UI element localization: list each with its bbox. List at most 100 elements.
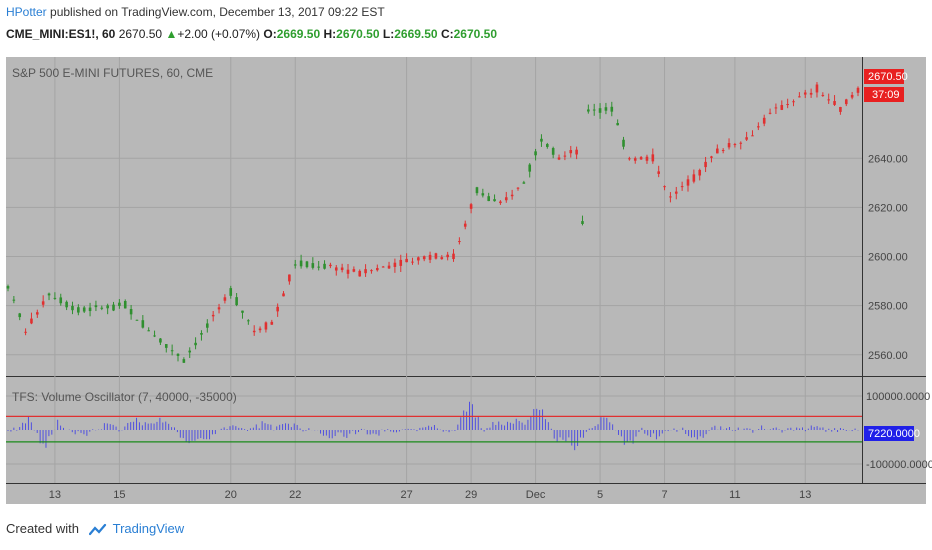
candle-body xyxy=(463,223,467,227)
last-price: 2670.50 xyxy=(118,27,163,41)
candle-body xyxy=(557,157,561,160)
candle-body xyxy=(247,320,250,322)
candle-body xyxy=(393,262,397,267)
symbol-header: CME_MINI:ES1!, 60 2670.50 ▲+2.00 (+0.07%… xyxy=(6,27,497,41)
candle-body xyxy=(170,350,174,352)
candle-body xyxy=(188,350,192,353)
candle-body xyxy=(534,151,537,156)
time-tick-label: Dec xyxy=(526,489,546,501)
candle-body xyxy=(733,144,737,146)
candle-body xyxy=(147,330,150,332)
candle-body xyxy=(405,258,408,263)
candle-body xyxy=(745,137,748,140)
candle-body xyxy=(698,169,702,176)
created-with-text: Created with xyxy=(6,521,79,536)
candle-body xyxy=(194,342,197,346)
candle-body xyxy=(282,293,285,297)
candle-body xyxy=(592,109,596,111)
candle-body xyxy=(53,297,57,299)
volume-oscillator-series xyxy=(6,401,862,451)
candle-body xyxy=(293,264,297,266)
candle-body xyxy=(346,269,350,274)
candle-body xyxy=(364,269,367,274)
candle-body xyxy=(651,154,655,162)
candle-body xyxy=(264,322,268,330)
chart-area[interactable]: 2640.00 2620.00 2600.00 2580.00 2560.00 10000… xyxy=(0,0,932,510)
candle-body xyxy=(821,94,825,96)
price-tick-label: 2580.00 xyxy=(868,301,908,313)
candle-body xyxy=(575,149,578,155)
candle-body xyxy=(739,142,743,144)
candle-body xyxy=(387,265,391,269)
candle-body xyxy=(546,144,549,147)
candle-body xyxy=(604,107,608,111)
candle-body xyxy=(153,335,156,337)
time-tick-label: 15 xyxy=(113,489,125,501)
candle-body xyxy=(628,158,631,160)
candle-body xyxy=(24,331,27,333)
candle-body xyxy=(323,263,326,269)
open-value: 2669.50 xyxy=(276,27,321,41)
candle-body xyxy=(6,286,10,289)
candle-body xyxy=(417,257,420,261)
candle-body xyxy=(446,254,449,258)
candle-body xyxy=(716,148,719,154)
candle-body xyxy=(569,150,573,154)
price-pane-bg xyxy=(6,57,862,376)
candle-body xyxy=(94,305,98,308)
candle-body xyxy=(41,301,45,305)
price-label: 2670.50 xyxy=(868,71,908,83)
candle-body xyxy=(47,293,51,296)
price-label-bg xyxy=(864,69,904,84)
candle-body xyxy=(211,314,215,317)
candle-body xyxy=(30,318,33,324)
time-tick-label: 5 xyxy=(597,489,603,501)
candle-body xyxy=(622,139,625,147)
candle-body xyxy=(59,297,63,304)
candle-body xyxy=(633,158,637,161)
author-link[interactable]: HPotter xyxy=(6,5,47,19)
candle-body xyxy=(340,267,344,271)
candle-body xyxy=(798,96,801,98)
candle-body xyxy=(581,221,584,224)
countdown-bg xyxy=(864,87,904,102)
countdown-label: 37:09 xyxy=(872,89,900,101)
high-value: 2670.50 xyxy=(336,27,380,41)
candle-body xyxy=(65,301,68,308)
candlestick-series xyxy=(6,82,860,363)
oscillator-title: TFS: Volume Oscillator (7, 40000, -35000… xyxy=(12,390,237,404)
candle-body xyxy=(100,307,104,309)
time-tick-label: 11 xyxy=(729,489,740,501)
candle-body xyxy=(475,187,479,194)
candle-body xyxy=(686,179,690,186)
candle-body xyxy=(223,297,227,301)
candle-body xyxy=(639,157,643,160)
candle-body xyxy=(663,186,666,188)
candle-body xyxy=(803,92,807,95)
candle-body xyxy=(510,194,514,197)
price-axis-bg xyxy=(862,57,926,376)
candle-body xyxy=(504,197,508,201)
candle-body xyxy=(164,344,168,348)
candle-body xyxy=(288,274,291,282)
time-tick-label: 13 xyxy=(49,489,61,501)
candle-body xyxy=(118,302,121,306)
candle-body xyxy=(669,196,672,198)
candle-body xyxy=(680,186,684,188)
time-tick-label: 13 xyxy=(799,489,811,501)
low-value: 2669.50 xyxy=(394,27,438,41)
candle-body xyxy=(135,319,139,321)
candle-body xyxy=(528,164,532,172)
osc-value-label: 7220.0000 xyxy=(868,428,920,440)
candle-body xyxy=(399,259,403,266)
candle-body xyxy=(422,256,426,260)
candle-body xyxy=(499,201,502,204)
candle-body xyxy=(36,312,39,315)
candle-body xyxy=(774,107,778,109)
candle-body xyxy=(458,241,461,243)
candle-body xyxy=(358,270,362,277)
time-tick-label: 22 xyxy=(289,489,301,501)
price-axis: 2640.00 2620.00 2600.00 2580.00 2560.00 10000… xyxy=(866,153,932,471)
time-axis-bg xyxy=(6,484,926,504)
tradingview-link[interactable]: TradingView xyxy=(112,521,185,536)
